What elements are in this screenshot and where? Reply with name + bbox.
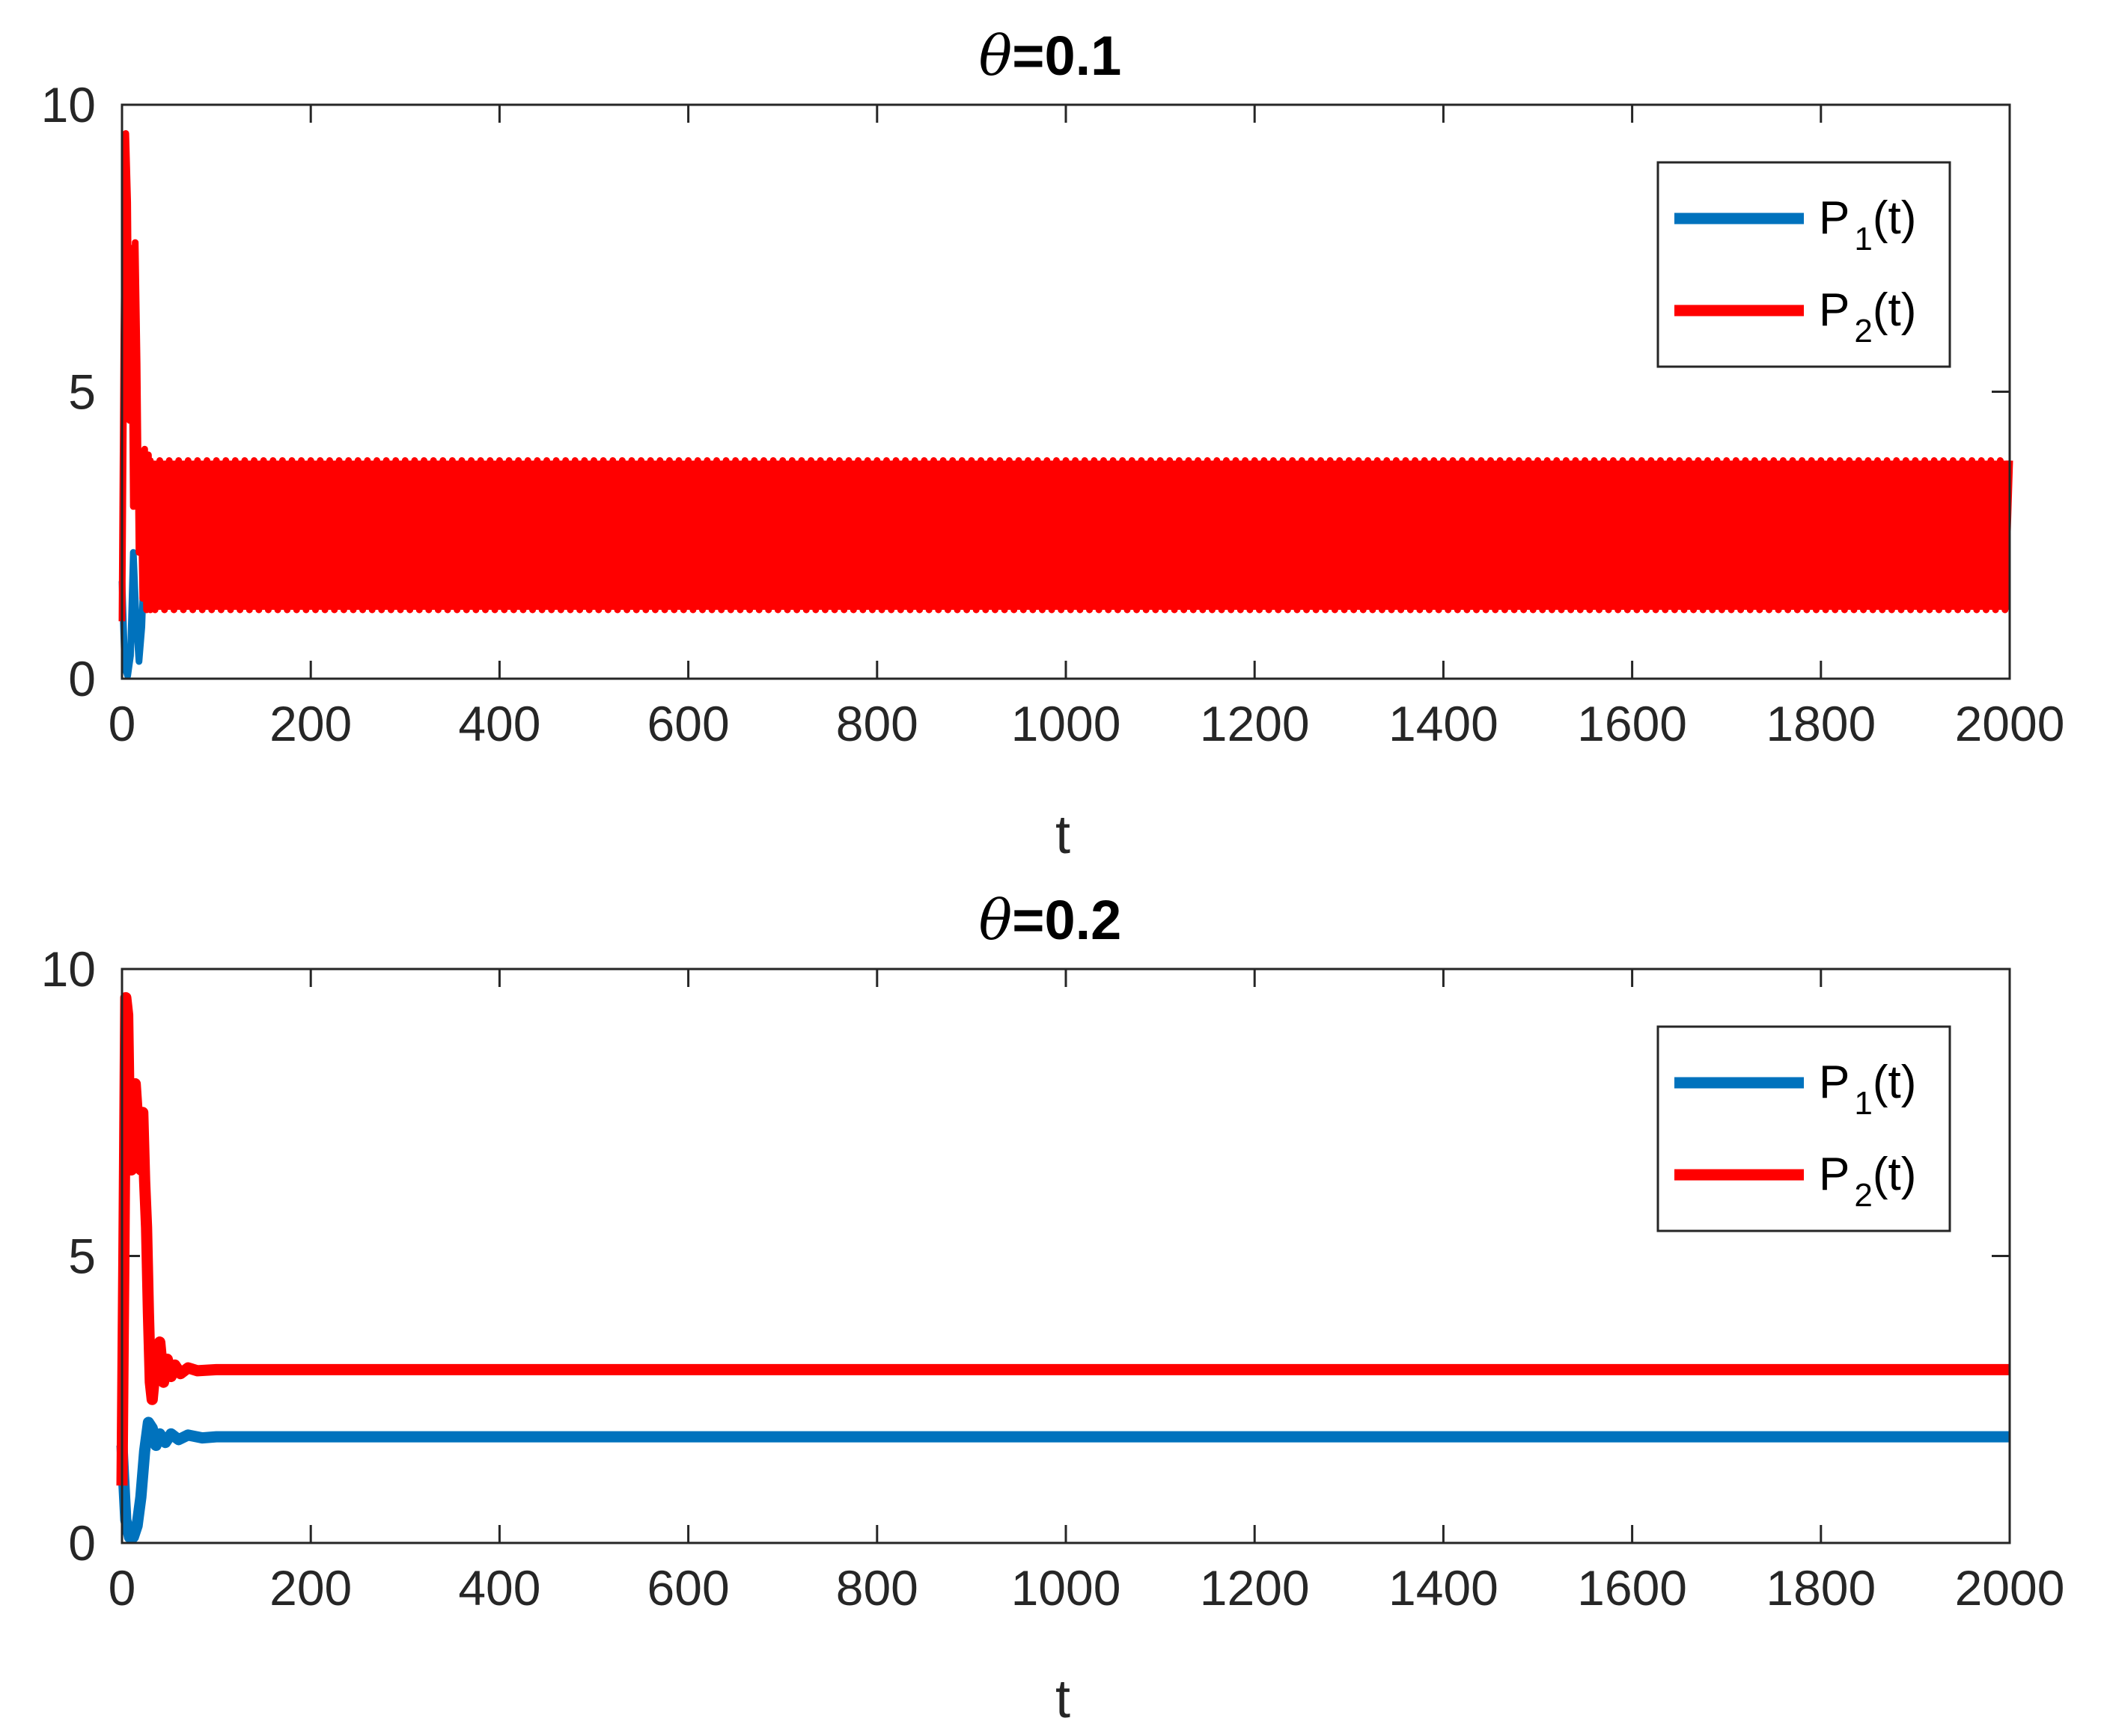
series-line-p2 bbox=[116, 991, 2010, 1486]
x-tick-label: 1400 bbox=[1388, 696, 1498, 751]
x-tick-label: 1800 bbox=[1766, 1560, 1876, 1616]
chart-title: θ=0.1 bbox=[979, 24, 1122, 88]
legend-box bbox=[1656, 1025, 1951, 1232]
x-tick-label: 800 bbox=[836, 1560, 918, 1616]
legend-entry-p1: P 1(t) bbox=[1819, 1057, 1916, 1122]
chart-panel-bottom: θ=0.2 0 5 10 0 200 400 600 800 1000 1200 1400 1600… bbox=[41, 888, 2065, 1729]
axes-frame bbox=[121, 968, 2011, 1544]
x-axis-ticks: 0 200 400 600 800 1000 1200 1400 1600 1800 2000 bbox=[109, 105, 2065, 751]
legend: P 1(t) P 2(t) bbox=[1656, 161, 1951, 368]
x-tick-label: 1200 bbox=[1200, 696, 1310, 751]
y-tick-label: 10 bbox=[41, 77, 96, 132]
x-axis-label: t bbox=[1055, 805, 1070, 865]
x-tick-label: 1000 bbox=[1011, 1560, 1121, 1616]
chart-panel-top: θ=0.1 0 5 10 0 200 400 600 800 1000 1200 1400 1600… bbox=[41, 24, 2065, 865]
axes-frame bbox=[121, 103, 2011, 680]
y-axis-ticks: 0 5 10 bbox=[41, 77, 2010, 706]
legend: P 1(t) P 2(t) bbox=[1656, 1025, 1951, 1232]
series-line-p1 bbox=[116, 1416, 2010, 1543]
x-tick-label: 1600 bbox=[1577, 1560, 1687, 1616]
series-layer bbox=[118, 129, 2013, 679]
x-tick-label: 400 bbox=[458, 696, 540, 751]
x-tick-label: 1600 bbox=[1577, 696, 1687, 751]
x-tick-label: 1800 bbox=[1766, 696, 1876, 751]
y-axis-ticks: 0 5 10 bbox=[41, 941, 2010, 1571]
legend-entry-p2: P 2(t) bbox=[1819, 1149, 1916, 1214]
x-tick-label: 200 bbox=[269, 696, 352, 751]
y-tick-label: 5 bbox=[68, 364, 96, 420]
legend-box bbox=[1656, 161, 1951, 368]
series-line-p2-band bbox=[150, 460, 2010, 610]
x-tick-label: 2000 bbox=[1955, 1560, 2065, 1616]
x-axis-ticks: 0 200 400 600 800 1000 1200 1400 1600 1800 2000 bbox=[109, 969, 2065, 1616]
x-tick-label: 0 bbox=[109, 1560, 136, 1616]
x-tick-label: 2000 bbox=[1955, 696, 2065, 751]
y-tick-label: 0 bbox=[68, 651, 96, 706]
x-tick-label: 400 bbox=[458, 1560, 540, 1616]
y-tick-label: 5 bbox=[68, 1229, 96, 1284]
x-tick-label: 600 bbox=[647, 1560, 730, 1616]
x-tick-label: 200 bbox=[269, 1560, 352, 1616]
legend-entry-p2: P 2(t) bbox=[1819, 284, 1916, 349]
chart-title: θ=0.2 bbox=[979, 888, 1122, 953]
y-tick-label: 10 bbox=[41, 941, 96, 997]
x-tick-label: 1000 bbox=[1011, 696, 1121, 751]
x-tick-label: 600 bbox=[647, 696, 730, 751]
x-tick-label: 800 bbox=[836, 696, 918, 751]
series-layer bbox=[116, 991, 2010, 1543]
x-tick-label: 1400 bbox=[1388, 1560, 1498, 1616]
x-axis-label: t bbox=[1055, 1669, 1070, 1729]
x-tick-label: 1200 bbox=[1200, 1560, 1310, 1616]
y-tick-label: 0 bbox=[68, 1515, 96, 1571]
x-tick-label: 0 bbox=[109, 696, 136, 751]
legend-entry-p1: P 1(t) bbox=[1819, 192, 1916, 257]
